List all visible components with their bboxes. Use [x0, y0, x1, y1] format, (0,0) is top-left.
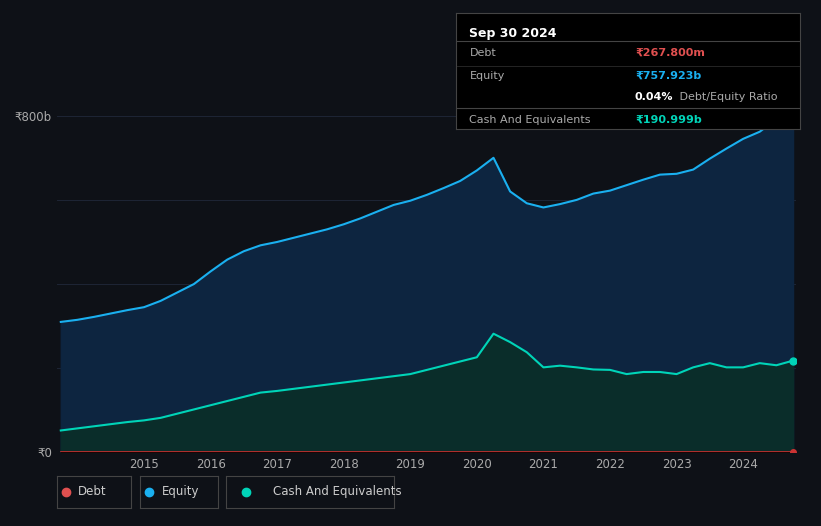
Text: Cash And Equivalents: Cash And Equivalents: [470, 115, 591, 125]
Text: ₹757.923b: ₹757.923b: [635, 71, 701, 81]
Text: 0.04%: 0.04%: [635, 92, 673, 102]
Text: Debt: Debt: [78, 485, 107, 498]
Text: Sep 30 2024: Sep 30 2024: [470, 27, 557, 40]
Text: Debt: Debt: [470, 48, 496, 58]
Text: Debt/Equity Ratio: Debt/Equity Ratio: [677, 92, 777, 102]
Text: Cash And Equivalents: Cash And Equivalents: [273, 485, 401, 498]
Text: Equity: Equity: [162, 485, 199, 498]
Text: ₹190.999b: ₹190.999b: [635, 115, 702, 125]
Text: Equity: Equity: [470, 71, 505, 81]
Text: ₹267.800m: ₹267.800m: [635, 48, 705, 58]
